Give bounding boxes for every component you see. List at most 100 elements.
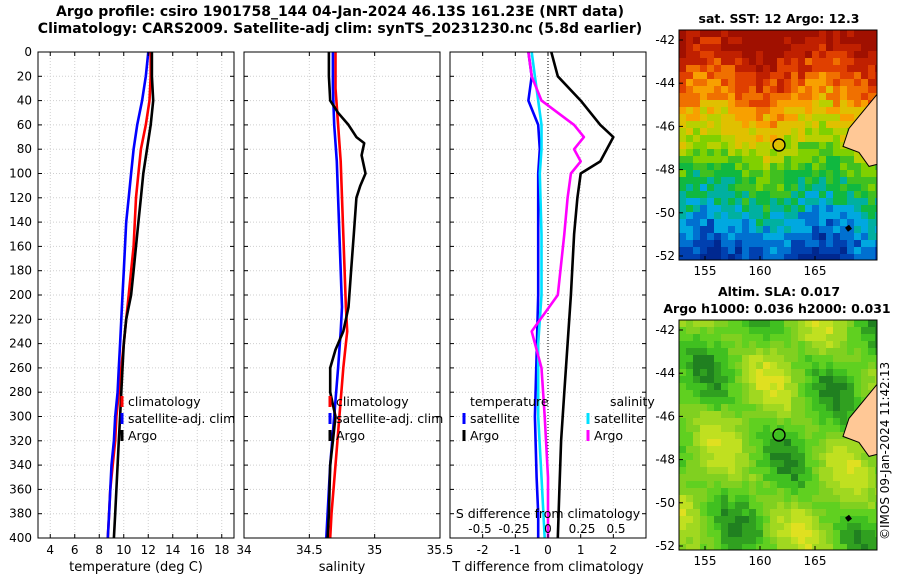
figure-title-line1: Argo profile: csiro 1901758_144 04-Jan-2… [55, 4, 625, 20]
map-cell [679, 397, 686, 404]
map-cell [833, 446, 840, 453]
map-cell [707, 212, 714, 219]
map-cell [770, 212, 777, 219]
map-cell [721, 240, 728, 247]
map-cell [791, 184, 798, 191]
map-cell [777, 58, 784, 65]
map-cell [854, 334, 861, 341]
map-cell [721, 369, 728, 376]
map-cell [728, 86, 735, 93]
map-cell [833, 121, 840, 128]
map-cell [742, 184, 749, 191]
map-cell [742, 240, 749, 247]
map-cell [840, 51, 847, 58]
map-cell [728, 65, 735, 72]
map-cell [840, 488, 847, 495]
map-cell [686, 240, 693, 247]
map-cell [861, 30, 868, 37]
map-cell [749, 254, 756, 260]
map-cell [819, 383, 826, 390]
map-cell [777, 184, 784, 191]
map-cell [875, 240, 877, 247]
y-tick-label: 380 [9, 507, 32, 521]
map-cell [693, 537, 700, 544]
map-cell [861, 163, 868, 170]
map-cell [742, 397, 749, 404]
map-cell [756, 474, 763, 481]
map-cell [707, 488, 714, 495]
map-cell [756, 327, 763, 334]
map-cell [770, 93, 777, 100]
map-cell [707, 51, 714, 58]
map-cell [812, 135, 819, 142]
map-cell [686, 523, 693, 530]
map-cell [847, 383, 854, 390]
map-cell [679, 100, 686, 107]
map-cell [714, 383, 721, 390]
y-tick-label: 280 [9, 385, 32, 399]
map-cell [693, 320, 700, 327]
legend-header-salinity: salinity [610, 394, 655, 409]
map-cell [756, 114, 763, 121]
x-axis-label: salinity [319, 560, 366, 575]
map-cell [805, 65, 812, 72]
map-cell [798, 544, 805, 550]
map-cell [847, 439, 854, 446]
map-cell [700, 135, 707, 142]
map-cell [700, 128, 707, 135]
map-cell [777, 439, 784, 446]
map-cell [798, 404, 805, 411]
map-cell [721, 397, 728, 404]
map-cell [875, 247, 877, 254]
map-cell [791, 37, 798, 44]
map-cell [875, 65, 877, 72]
map-cell [861, 37, 868, 44]
map-cell [861, 86, 868, 93]
map-cell [707, 205, 714, 212]
map-cell [707, 128, 714, 135]
x-tick-label: 8 [95, 543, 103, 557]
map-cell [693, 100, 700, 107]
map-cell [707, 544, 714, 550]
map-cell [735, 156, 742, 163]
map-cell [819, 247, 826, 254]
map-cell [805, 86, 812, 93]
map-cell [819, 418, 826, 425]
map-cell [700, 114, 707, 121]
map-cell [826, 191, 833, 198]
series-line-climatology [328, 52, 349, 539]
map-cell [784, 142, 791, 149]
map-cell [679, 411, 686, 418]
y-tick-label: 180 [9, 264, 32, 278]
map-cell [812, 184, 819, 191]
y-tick-label: 160 [9, 239, 32, 253]
map-cell [833, 341, 840, 348]
map-cell [868, 348, 875, 355]
map-cell [777, 51, 784, 58]
map-cell [791, 418, 798, 425]
map-cell [756, 348, 763, 355]
map-cell [735, 355, 742, 362]
map-cell [840, 537, 847, 544]
map-cell [819, 397, 826, 404]
map-cell [735, 348, 742, 355]
map-cell [770, 107, 777, 114]
map-cell [686, 142, 693, 149]
map-cell [819, 107, 826, 114]
map-cell [791, 226, 798, 233]
x-tick-label: 34 [236, 543, 251, 557]
map-cell [763, 170, 770, 177]
map-cell [770, 348, 777, 355]
y-tick-label: 220 [9, 312, 32, 326]
map-cell [826, 460, 833, 467]
map-cell [777, 65, 784, 72]
map-cell [721, 149, 728, 156]
map-cell [693, 348, 700, 355]
map-cell [756, 142, 763, 149]
map-cell [735, 51, 742, 58]
map-cell [707, 537, 714, 544]
map-cell [679, 114, 686, 121]
map-cell [742, 376, 749, 383]
map-cell [728, 37, 735, 44]
map-cell [840, 481, 847, 488]
